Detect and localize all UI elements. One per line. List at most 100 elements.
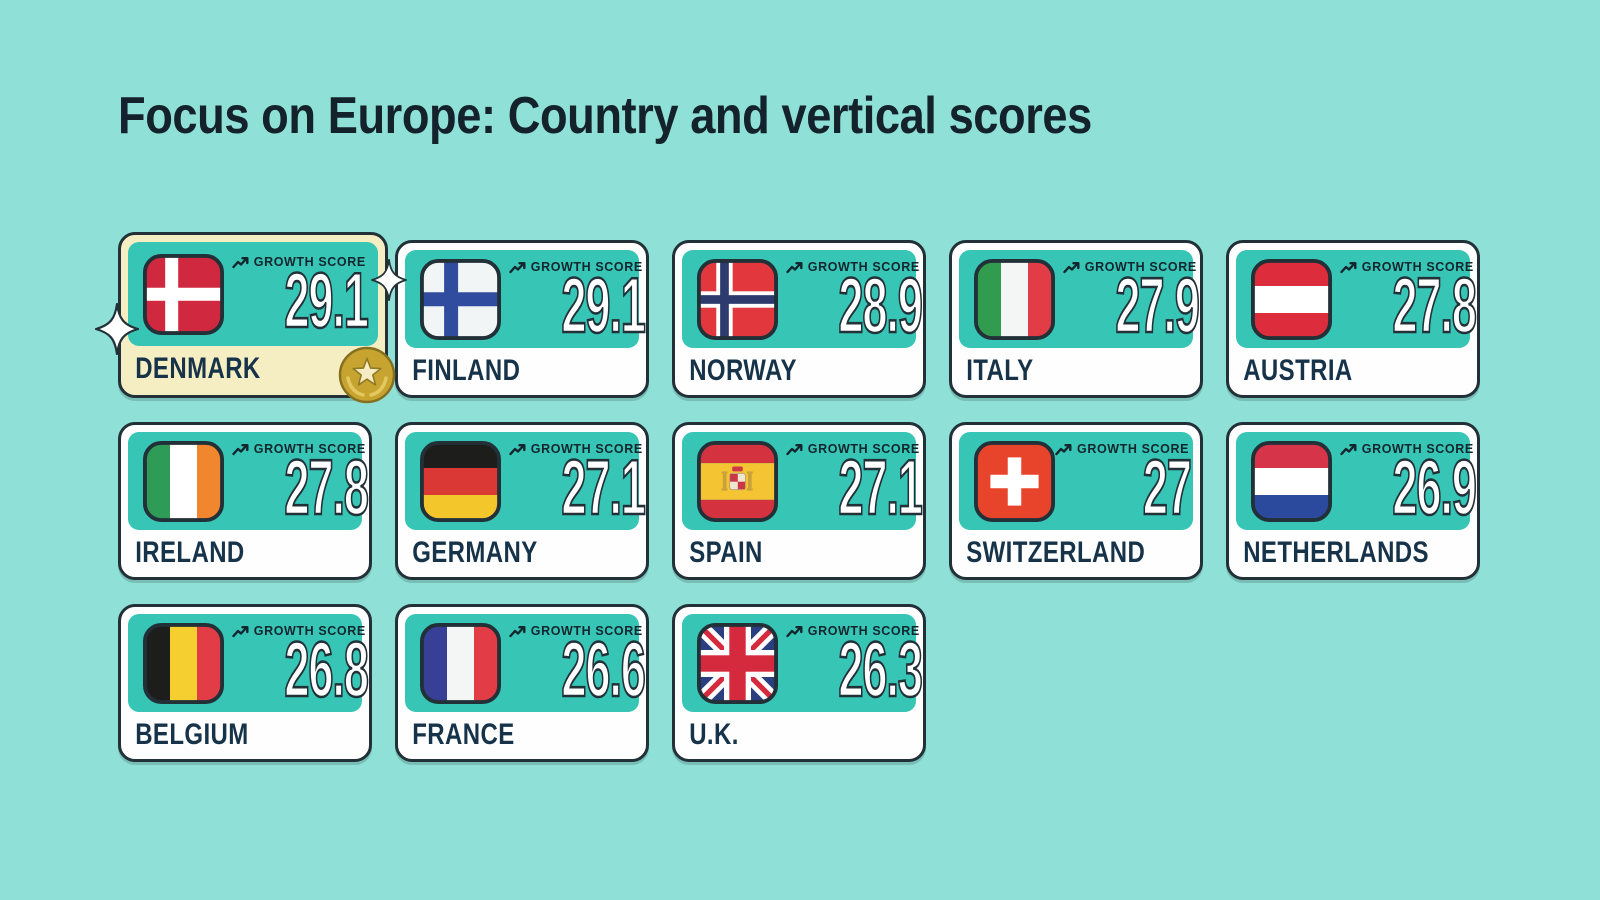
norway-flag-icon: [697, 258, 778, 340]
growth-score-label: GROWTH SCORE: [232, 255, 366, 269]
growth-score-value: 27.9: [1115, 261, 1201, 350]
card-score-panel: GROWTH SCORE 29.1: [405, 250, 647, 348]
growth-score-label-text: GROWTH SCORE: [253, 255, 366, 270]
country-name: BELGIUM: [135, 718, 249, 751]
growth-score-label: GROWTH SCORE: [509, 624, 643, 638]
growth-score-label: GROWTH SCORE: [1063, 260, 1197, 274]
country-card-ireland: GROWTH SCORE 27.8 IRELAND: [118, 422, 372, 580]
country-cards-grid: GROWTH SCORE 29.1 DENMARK GROWTH SCORE 29.1 F…: [95, 232, 1538, 786]
card-row: GROWTH SCORE 27.8 IRELAND GROWTH SCORE 27.1 G…: [118, 422, 1538, 580]
growth-score-label: GROWTH SCORE: [232, 442, 366, 456]
trend-up-icon: [509, 625, 526, 637]
growth-score-value: 27.1: [561, 443, 647, 532]
growth-score-label-text: GROWTH SCORE: [253, 442, 366, 457]
growth-score-label: GROWTH SCORE: [509, 260, 643, 274]
trend-up-icon: [232, 256, 249, 268]
country-card-spain: GROWTH SCORE 27.1 SPAIN: [672, 422, 926, 580]
growth-score-label-text: GROWTH SCORE: [530, 624, 643, 639]
italy-flag-icon: [974, 258, 1055, 340]
country-card-italy: GROWTH SCORE 27.9 ITALY: [949, 240, 1203, 398]
country-name: NETHERLANDS: [1243, 536, 1429, 569]
growth-score-value: 27.1: [838, 443, 924, 532]
country-card-norway: GROWTH SCORE 28.9 NORWAY: [672, 240, 926, 398]
growth-score-value: 26.9: [1392, 443, 1478, 532]
trend-up-icon: [1340, 261, 1357, 273]
country-card-switzerland: GROWTH SCORE 27 SWITZERLAND: [949, 422, 1203, 580]
belgium-flag-icon: [143, 622, 224, 704]
country-name: FINLAND: [412, 354, 521, 387]
card-score-panel: GROWTH SCORE 27.1: [682, 432, 924, 530]
country-card-denmark: GROWTH SCORE 29.1 DENMARK: [95, 232, 407, 404]
card-score-panel: GROWTH SCORE 26.3: [682, 614, 924, 712]
growth-score-label-text: GROWTH SCORE: [253, 624, 366, 639]
score-block: GROWTH SCORE 26.8: [224, 620, 370, 714]
country-name: IRELAND: [135, 536, 245, 569]
growth-score-value: 29.1: [284, 256, 370, 345]
country-card-belgium: GROWTH SCORE 26.8 BELGIUM: [118, 604, 372, 762]
growth-score-label: GROWTH SCORE: [1055, 442, 1189, 456]
growth-score-label: GROWTH SCORE: [509, 442, 643, 456]
page-title: Focus on Europe: Country and vertical sc…: [118, 87, 1092, 145]
sparkle-icon: [95, 303, 139, 355]
country-card-germany: GROWTH SCORE 27.1 GERMANY: [395, 422, 649, 580]
uk-flag-icon: [697, 622, 778, 704]
sparkle-icon: [371, 259, 407, 301]
growth-score-label: GROWTH SCORE: [786, 624, 920, 638]
card-score-panel: GROWTH SCORE 26.9: [1236, 432, 1478, 530]
country-card-finland: GROWTH SCORE 29.1 FINLAND: [395, 240, 649, 398]
growth-score-label-text: GROWTH SCORE: [807, 260, 920, 275]
growth-score-label: GROWTH SCORE: [786, 442, 920, 456]
growth-score-label: GROWTH SCORE: [1340, 260, 1474, 274]
trend-up-icon: [1063, 261, 1080, 273]
trend-up-icon: [232, 625, 249, 637]
growth-score-value: 27: [1142, 443, 1193, 532]
card-score-panel: GROWTH SCORE 26.8: [128, 614, 370, 712]
growth-score-value: 26.8: [284, 625, 370, 714]
card-score-panel: GROWTH SCORE 27.1: [405, 432, 647, 530]
growth-score-label: GROWTH SCORE: [786, 260, 920, 274]
score-block: GROWTH SCORE 27.9: [1055, 256, 1201, 350]
growth-score-value: 27.8: [1392, 261, 1478, 350]
growth-score-value: 26.6: [561, 625, 647, 714]
card-score-panel: GROWTH SCORE 27: [959, 432, 1193, 530]
growth-score-value: 26.3: [838, 625, 924, 714]
denmark-flag-icon: [143, 253, 224, 335]
country-name: DENMARK: [135, 352, 261, 385]
score-block: GROWTH SCORE 29.1: [501, 256, 647, 350]
card-row: GROWTH SCORE 26.8 BELGIUM GROWTH SCORE 26.6 F…: [118, 604, 1538, 762]
switzerland-flag-icon: [974, 440, 1055, 522]
score-block: GROWTH SCORE 27.1: [501, 438, 647, 532]
score-block: GROWTH SCORE 29.1: [224, 251, 370, 345]
score-block: GROWTH SCORE 27: [1055, 438, 1193, 532]
country-card-netherlands: GROWTH SCORE 26.9 NETHERLANDS: [1226, 422, 1480, 580]
card-score-panel: GROWTH SCORE 28.9: [682, 250, 924, 348]
france-flag-icon: [420, 622, 501, 704]
growth-score-label-text: GROWTH SCORE: [530, 442, 643, 457]
growth-score-value: 27.8: [284, 443, 370, 532]
country-name: NORWAY: [689, 354, 797, 387]
austria-flag-icon: [1251, 258, 1332, 340]
country-name: SWITZERLAND: [966, 536, 1146, 569]
growth-score-value: 28.9: [838, 261, 924, 350]
card-score-panel: GROWTH SCORE 27.8: [1236, 250, 1478, 348]
country-name: AUSTRIA: [1243, 354, 1353, 387]
country-name: SPAIN: [689, 536, 763, 569]
netherlands-flag-icon: [1251, 440, 1332, 522]
gold-star-medal-icon: [338, 346, 396, 404]
trend-up-icon: [509, 261, 526, 273]
country-name: FRANCE: [412, 718, 515, 751]
score-block: GROWTH SCORE 27.1: [778, 438, 924, 532]
finland-flag-icon: [420, 258, 501, 340]
card-score-panel: GROWTH SCORE 27.9: [959, 250, 1201, 348]
growth-score-label-text: GROWTH SCORE: [1084, 260, 1197, 275]
card-score-panel: GROWTH SCORE 27.8: [128, 432, 370, 530]
trend-up-icon: [786, 443, 803, 455]
trend-up-icon: [1055, 443, 1072, 455]
score-block: GROWTH SCORE 27.8: [224, 438, 370, 532]
country-name: ITALY: [966, 354, 1034, 387]
spain-flag-icon: [697, 440, 778, 522]
growth-score-label-text: GROWTH SCORE: [1361, 260, 1474, 275]
growth-score-label-text: GROWTH SCORE: [530, 260, 643, 275]
score-block: GROWTH SCORE 26.6: [501, 620, 647, 714]
growth-score-value: 29.1: [561, 261, 647, 350]
